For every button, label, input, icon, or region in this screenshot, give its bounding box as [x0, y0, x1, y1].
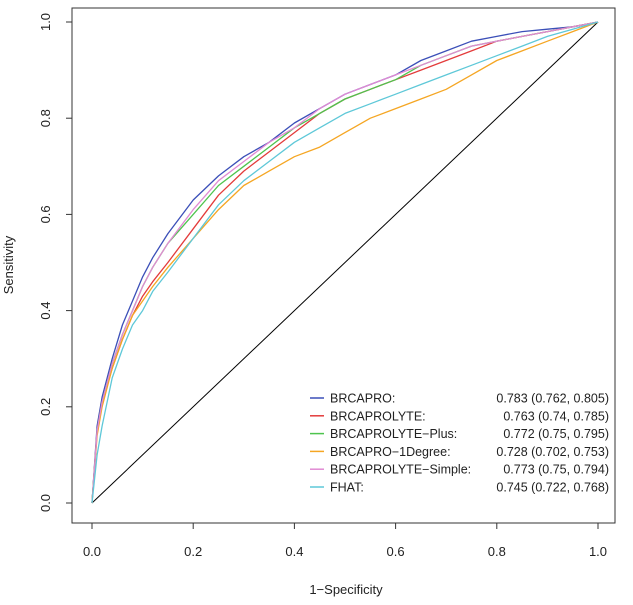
legend-label: BRCAPRO:	[330, 392, 395, 406]
legend-auc-value: 0.773 (0.75, 0.794)	[503, 463, 609, 477]
legend-label: BRCAPRO−1Degree:	[330, 445, 451, 459]
legend-auc-value: 0.763 (0.74, 0.785)	[503, 409, 609, 423]
legend-auc-value: 0.772 (0.75, 0.795)	[503, 427, 609, 441]
y-axis-title: Sensitivity	[1, 235, 16, 294]
x-axis-title: 1−Specificity	[309, 582, 383, 597]
roc-curve-brcapro-1degree	[91, 21, 599, 504]
legend: BRCAPRO: 0.783 (0.762, 0.805) BRCAPROLYTE:…	[310, 392, 609, 495]
y-tick-label: 0.0	[38, 494, 53, 512]
y-axis: 0.0 0.2 0.4 0.6 0.8 1.0	[38, 13, 73, 512]
y-tick-label: 0.6	[38, 205, 53, 223]
y-tick-label: 0.4	[38, 302, 53, 320]
roc-curve-fhat	[91, 21, 599, 504]
x-tick-label: 0.8	[488, 544, 506, 559]
reference-diagonal-line	[91, 21, 599, 504]
x-axis: 0.0 0.2 0.4 0.6 0.8 1.0	[83, 522, 607, 559]
x-tick-label: 1.0	[589, 544, 607, 559]
legend-label: BRCAPROLYTE−Plus:	[330, 427, 457, 441]
x-tick-label: 0.6	[387, 544, 405, 559]
roc-curve-brcapro	[91, 21, 599, 504]
y-tick-label: 0.8	[38, 109, 53, 127]
roc-curve-brcaprolyte-simple	[91, 21, 599, 504]
y-tick-label: 1.0	[38, 13, 53, 31]
legend-auc-value: 0.728 (0.702, 0.753)	[496, 445, 609, 459]
legend-label: FHAT:	[330, 481, 364, 495]
roc-curves	[91, 21, 599, 504]
legend-label: BRCAPROLYTE:	[330, 409, 426, 423]
legend-label: BRCAPROLYTE−Simple:	[330, 463, 471, 477]
x-tick-label: 0.2	[184, 544, 202, 559]
legend-auc-value: 0.783 (0.762, 0.805)	[496, 392, 609, 406]
y-tick-label: 0.2	[38, 398, 53, 416]
x-tick-label: 0.4	[285, 544, 303, 559]
x-tick-label: 0.0	[83, 544, 101, 559]
legend-auc-value: 0.745 (0.722, 0.768)	[496, 481, 609, 495]
